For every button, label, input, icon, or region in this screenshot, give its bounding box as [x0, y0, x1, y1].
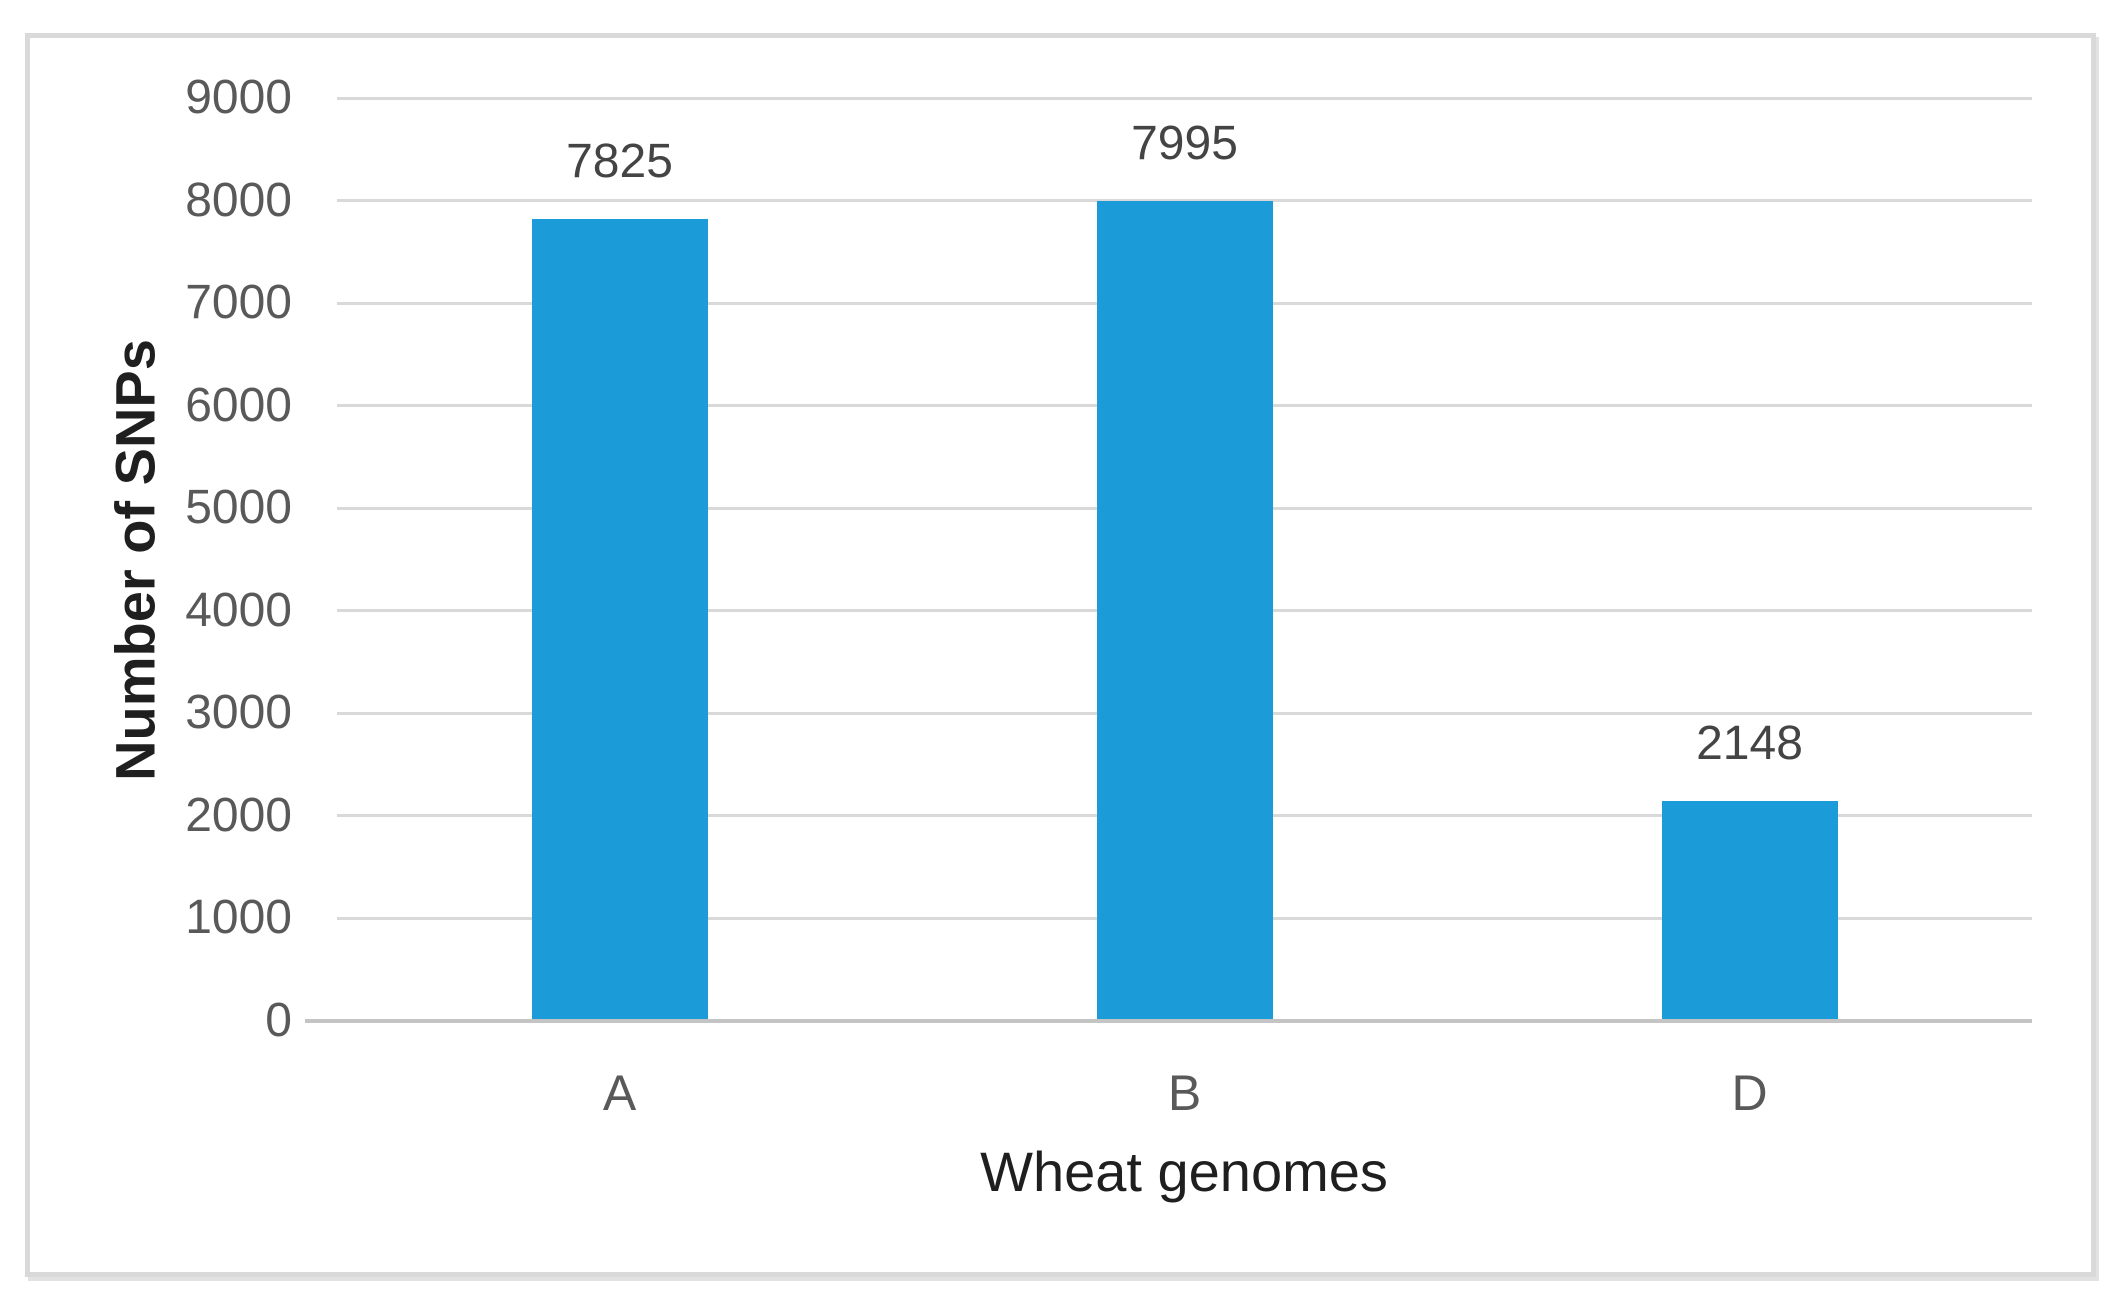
bar-value-label: 7995: [1131, 117, 1238, 171]
bar: [1096, 201, 1273, 1021]
y-tick-label: 5000: [185, 481, 292, 535]
x-axis-line: [305, 1019, 2032, 1023]
x-category-label: D: [1731, 1065, 1768, 1121]
bar: [1661, 800, 1838, 1021]
y-tick-label: 4000: [185, 583, 292, 637]
bar: [531, 218, 708, 1021]
x-category-label: B: [1167, 1065, 1202, 1121]
bar-value-label: 7825: [566, 134, 673, 188]
y-tick-label: 2000: [185, 788, 292, 842]
y-tick-label: 3000: [185, 686, 292, 740]
y-tick-label: 1000: [185, 891, 292, 945]
y-tick-label: 6000: [185, 378, 292, 432]
y-tick-label: 7000: [185, 276, 292, 330]
x-category-label: A: [602, 1065, 637, 1121]
y-tick-label: 0: [265, 994, 292, 1047]
y-gridline: [337, 96, 2032, 100]
y-gridline: [337, 199, 2032, 203]
y-tick-label: 9000: [185, 71, 292, 124]
y-tick-label: 8000: [185, 173, 292, 227]
bar-value-label: 2148: [1696, 716, 1803, 770]
chart-frame: [25, 33, 2096, 1277]
x-axis-title: Wheat genomes: [980, 1140, 1388, 1203]
